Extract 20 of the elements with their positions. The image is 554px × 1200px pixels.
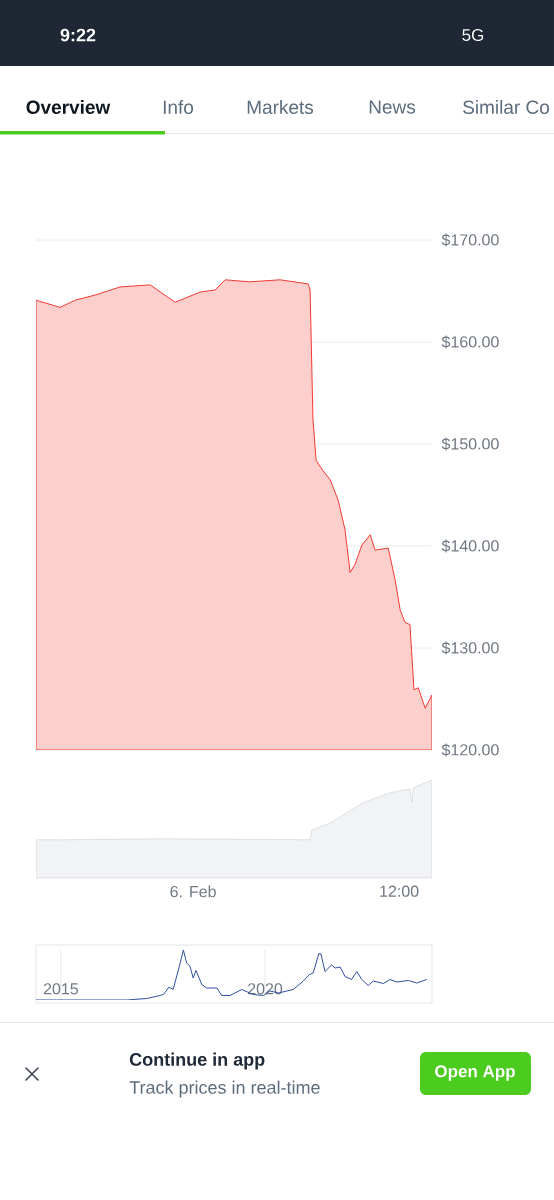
text: Info bbox=[163, 100, 194, 114]
text: Open App bbox=[435, 1065, 515, 1081]
y-tick-label: $120.00 bbox=[441, 743, 499, 757]
x-tick-label: 12:00 bbox=[380, 885, 419, 897]
y-tick-label: $170.00 bbox=[441, 233, 499, 247]
text: Continue in app bbox=[129, 1052, 265, 1070]
text: Markets bbox=[247, 100, 314, 114]
y-tick-label: $140.00 bbox=[441, 539, 499, 553]
x-tick-label: 6. Feb bbox=[170, 885, 216, 898]
text: Overview bbox=[26, 100, 111, 114]
y-tick-label: $130.00 bbox=[441, 641, 499, 655]
text: 5G bbox=[462, 29, 484, 42]
y-tick-label: $150.00 bbox=[441, 437, 499, 451]
text: News bbox=[369, 100, 416, 114]
y-tick-label: $160.00 bbox=[441, 335, 499, 349]
text: 9:22 bbox=[60, 28, 96, 42]
x-tick-label: 2015 bbox=[43, 983, 79, 995]
text: Similar Co bbox=[463, 100, 549, 114]
text: Track prices in real-time bbox=[129, 1080, 320, 1098]
x-tick-label: 2020 bbox=[248, 983, 283, 995]
